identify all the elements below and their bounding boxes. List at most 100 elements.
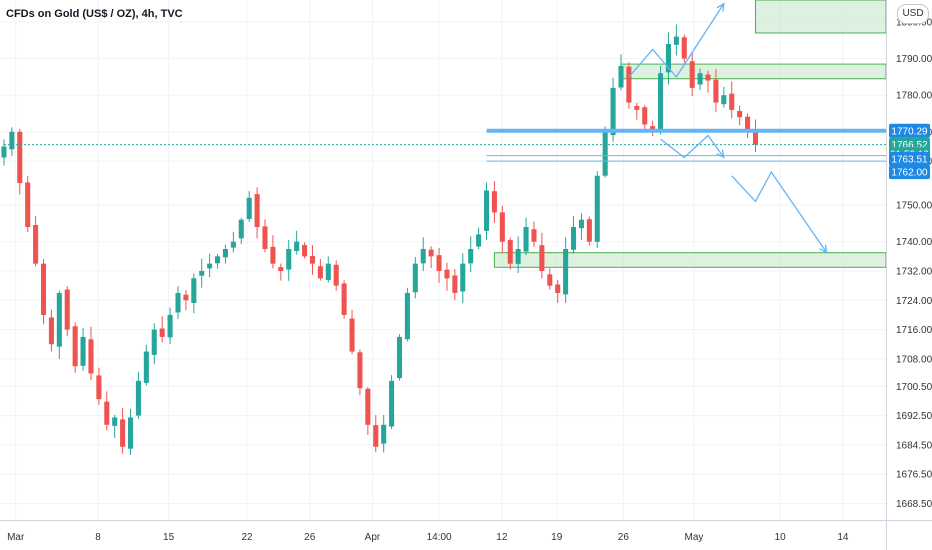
x-tick-label: 15 xyxy=(163,532,175,543)
candle-body xyxy=(56,292,62,347)
candle-body xyxy=(452,275,458,293)
candle-body xyxy=(333,264,339,286)
candle-body xyxy=(381,424,387,444)
projection-path xyxy=(660,134,725,159)
candle-body xyxy=(215,256,221,264)
candle-body xyxy=(230,241,236,248)
candle-body xyxy=(96,375,102,400)
projection-arrowhead xyxy=(716,149,725,159)
y-tick-label: 1676.50 xyxy=(896,470,932,481)
candle-body xyxy=(547,274,553,286)
candle-body xyxy=(428,249,434,257)
candle-body xyxy=(175,292,181,313)
candle-body xyxy=(389,380,395,427)
candle-body xyxy=(689,61,695,88)
candle-body xyxy=(737,111,743,118)
candle-body xyxy=(721,95,727,105)
price-tag-bg xyxy=(889,165,930,180)
y-tick-label: 1700.50 xyxy=(896,382,932,393)
x-tick-label: 22 xyxy=(241,532,253,543)
candle-body xyxy=(207,263,213,269)
candle-body xyxy=(626,66,632,103)
x-tick-label: 8 xyxy=(95,532,101,543)
candle-body xyxy=(642,107,648,125)
price-tag-label: 1762.00 xyxy=(891,168,928,179)
y-tick-label: 1692.50 xyxy=(896,411,932,422)
candle-body xyxy=(9,131,15,150)
candle-body xyxy=(80,336,86,366)
projection-path xyxy=(731,170,828,254)
candle-body xyxy=(127,417,134,449)
price-tag-bg xyxy=(889,123,930,138)
candle-body xyxy=(317,266,323,279)
candle-body xyxy=(120,419,126,447)
price-axis[interactable]: 1668.50 1676.50 1684.50 1692.50 1700.50 1708.… xyxy=(886,0,932,550)
candle-body xyxy=(507,240,513,264)
candle-body xyxy=(634,105,640,110)
price-tag-bg xyxy=(889,151,930,166)
candle-body xyxy=(222,249,228,258)
y-tick-label: 1724.00 xyxy=(896,296,932,307)
candle-body xyxy=(745,116,751,132)
x-tick-label: May xyxy=(684,532,703,543)
candle-body xyxy=(365,388,371,425)
candle-body xyxy=(246,197,252,220)
candle-body xyxy=(278,267,284,271)
x-tick-label: Apr xyxy=(365,532,381,543)
y-tick-label: 1740.00 xyxy=(896,237,932,248)
candle-body xyxy=(325,263,331,280)
x-tick-label: 14 xyxy=(837,532,849,543)
candle-body xyxy=(357,352,363,389)
candle-body xyxy=(483,190,490,231)
candle-body xyxy=(460,263,466,292)
candle-body xyxy=(412,263,418,293)
y-tick-label: 1750.00 xyxy=(896,201,932,212)
candle-body xyxy=(25,182,31,228)
candle-body xyxy=(112,417,118,426)
candles xyxy=(1,24,759,455)
candle-body xyxy=(238,219,244,239)
candle-body xyxy=(705,74,711,81)
candle-body xyxy=(713,79,719,103)
levels xyxy=(3,128,886,162)
candle-body xyxy=(578,219,584,229)
candle-body xyxy=(1,146,7,158)
y-tick-label: 1708.00 xyxy=(896,354,932,365)
candle-body xyxy=(602,131,608,176)
candle-body xyxy=(523,227,529,252)
candle-body xyxy=(104,401,110,425)
y-tick-label: 1668.50 xyxy=(896,499,932,510)
candle-body xyxy=(673,36,679,45)
zone-rect xyxy=(754,0,887,34)
currency-badge[interactable]: USD xyxy=(897,4,929,24)
x-tick-label: 14:00 xyxy=(427,532,452,543)
candle-body xyxy=(610,87,616,136)
candle-body xyxy=(191,278,197,303)
candle-body xyxy=(262,226,268,250)
y-tick-label: 1780.00 xyxy=(896,91,932,102)
zones xyxy=(493,0,887,268)
candle-body xyxy=(570,227,577,250)
candle-body xyxy=(72,326,78,367)
y-tick-label: 1790.00 xyxy=(896,54,932,65)
candle-body xyxy=(88,339,94,374)
x-tick-label: 26 xyxy=(304,532,316,543)
candle-body xyxy=(135,380,141,416)
candle-body xyxy=(697,73,703,85)
chart-title: CFDs on Gold (US$ / OZ), 4h, TVC xyxy=(6,8,183,20)
candle-body xyxy=(159,328,165,337)
candle-body xyxy=(294,241,300,251)
candle-body xyxy=(309,256,316,264)
y-tick-label: 1732.00 xyxy=(896,266,932,277)
candle-body xyxy=(515,249,521,264)
candle-body xyxy=(555,284,561,293)
candle-body xyxy=(373,425,379,447)
candle-body xyxy=(341,283,347,315)
candle-body xyxy=(64,289,70,330)
candle-body xyxy=(436,255,442,271)
price-tag-label: 1766.52 xyxy=(891,140,928,151)
time-axis[interactable]: Mar 8 15 22 26 Apr 14:00 12 19 26 May 10 14 xyxy=(0,520,932,544)
